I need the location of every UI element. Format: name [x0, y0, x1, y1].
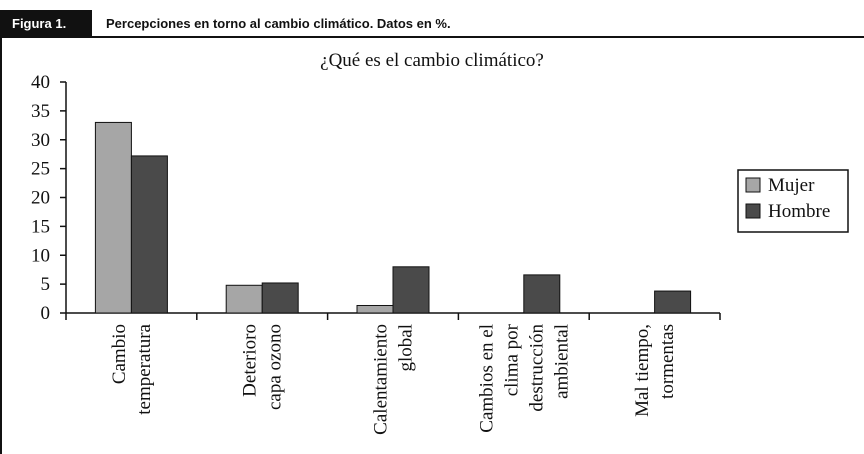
y-tick-label: 25 — [31, 159, 50, 180]
bar — [130, 155, 168, 314]
x-tick-label: Calentamiento — [371, 324, 392, 435]
bar — [225, 284, 263, 314]
x-tick-label: Cambio — [109, 324, 130, 384]
y-tick-label: 10 — [31, 245, 50, 266]
legend-swatch — [745, 203, 761, 219]
bar — [356, 304, 394, 314]
figure-label-box — [0, 10, 92, 36]
bar — [261, 282, 299, 314]
y-tick-label: 30 — [31, 130, 50, 151]
y-tick-label: 40 — [31, 72, 50, 93]
legend-swatch — [745, 177, 761, 193]
y-tick-label: 35 — [31, 101, 50, 122]
x-tick-label: Cambios en el — [476, 324, 497, 433]
x-tick-label: tormentas — [657, 324, 678, 399]
x-tick-label: Mal tiempo, — [632, 324, 653, 417]
y-tick-label: 20 — [31, 188, 50, 209]
x-tick-label: clima por — [501, 323, 522, 396]
x-tick-label: temperatura — [134, 323, 155, 414]
figure-label: Figura 1. — [12, 16, 66, 31]
x-tick-label: destrucción — [526, 324, 547, 412]
legend-label: Hombre — [768, 201, 830, 222]
figure-title: Percepciones en torno al cambio climátic… — [106, 16, 451, 31]
x-tick-label: capa ozono — [265, 324, 286, 410]
chart-title: ¿Qué es el cambio climático? — [320, 50, 544, 71]
bar — [392, 266, 430, 314]
legend-label: Mujer — [768, 175, 815, 196]
bar — [94, 121, 132, 314]
y-tick-label: 0 — [41, 303, 51, 324]
x-tick-label: ambiental — [551, 324, 572, 399]
bar — [523, 274, 561, 314]
x-tick-label: global — [396, 324, 417, 372]
x-tick-label: Deterioro — [240, 324, 261, 397]
bar — [654, 290, 692, 314]
y-tick-label: 15 — [31, 216, 50, 237]
y-tick-label: 5 — [41, 274, 51, 295]
